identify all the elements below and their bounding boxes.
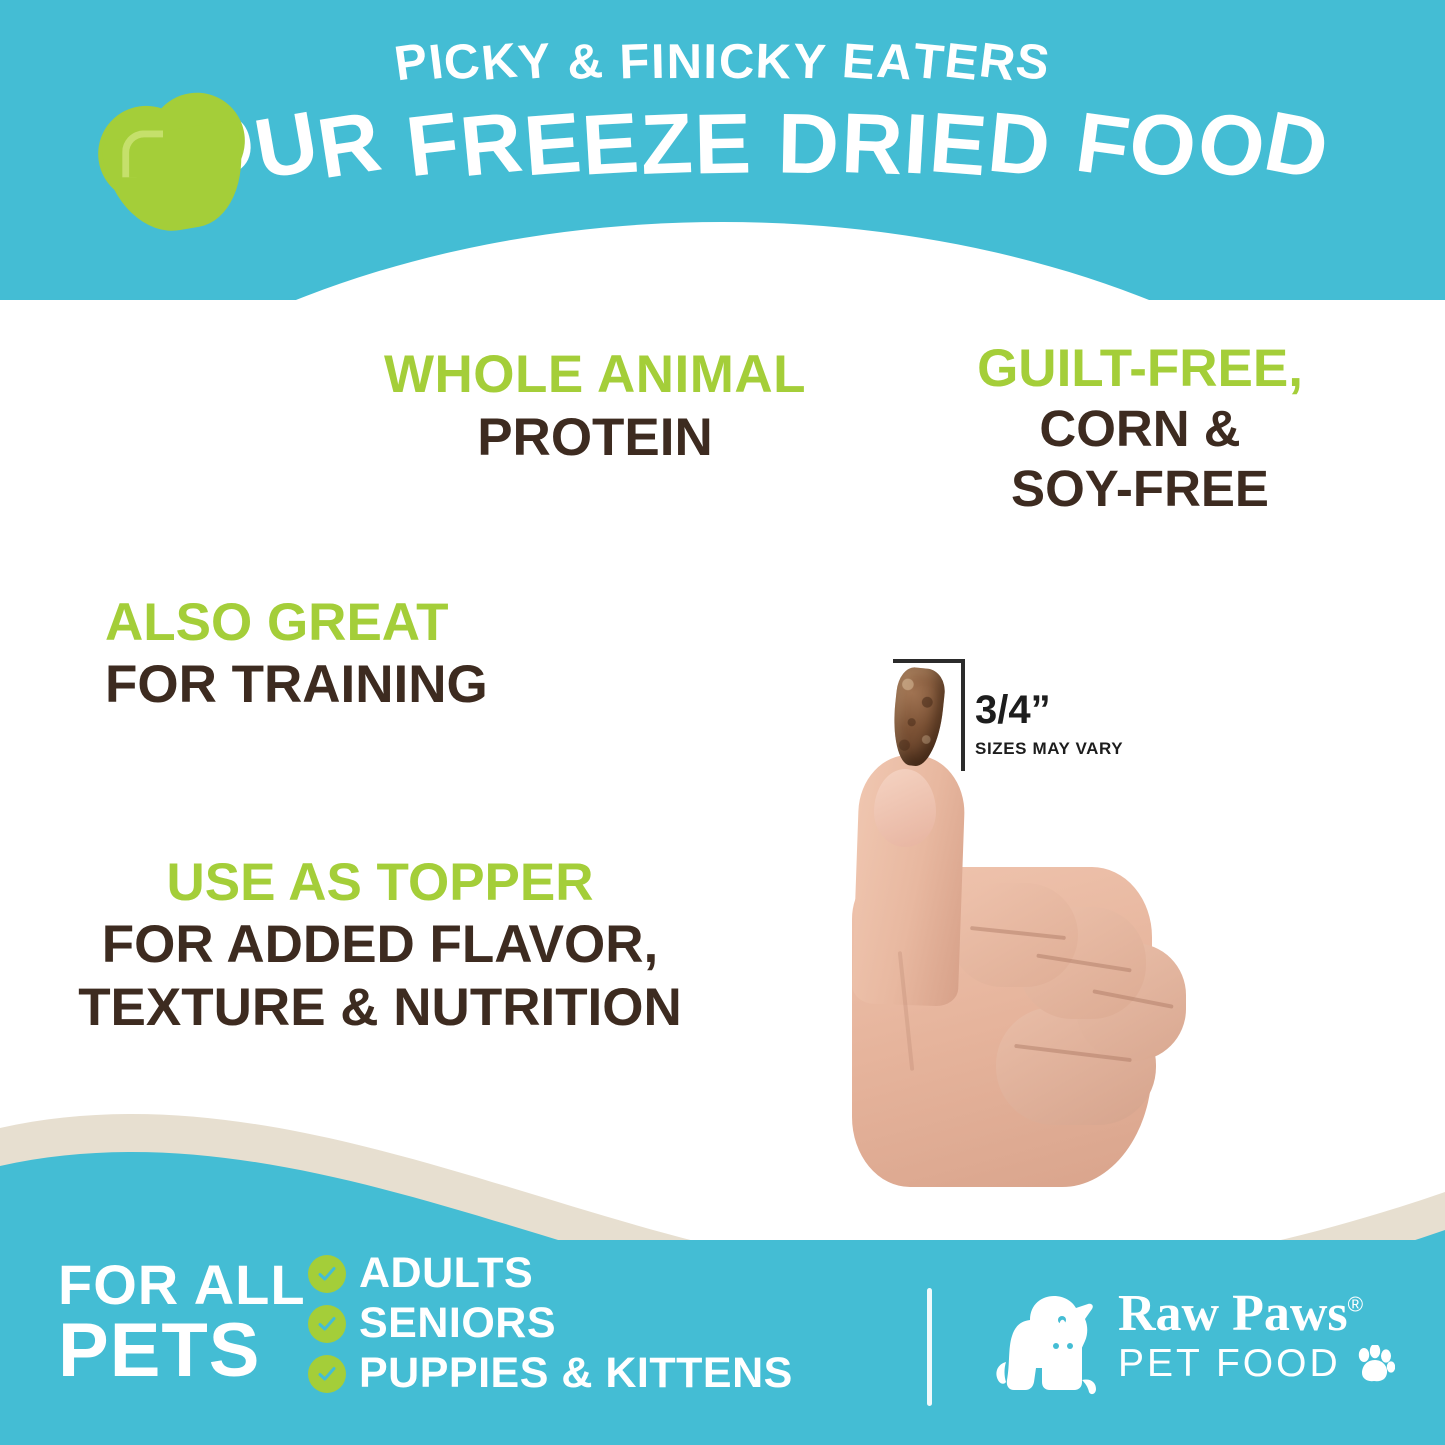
size-note: SIZES MAY VARY <box>975 739 1124 758</box>
size-callout: 3/4” SIZES MAY VARY <box>975 690 1123 759</box>
feature-headline: USE AS TOPPER <box>166 853 594 912</box>
brand-name-text: Raw Paws <box>1118 1285 1348 1342</box>
brand-subtitle-row: PET FOOD <box>1118 1344 1395 1383</box>
for-all-line-2: PETS <box>58 1308 261 1394</box>
pet-type-checklist: ADULTS SENIORS PUPPIES & KITTENS <box>308 1252 793 1402</box>
feature-subline-2: TEXTURE & NUTRITION <box>78 978 682 1038</box>
feature-headline: GUILT-FREE, <box>977 339 1303 398</box>
size-measurement: 3/4” <box>975 688 1051 732</box>
list-item-label: SENIORS <box>359 1299 557 1347</box>
hand-photo <box>800 753 1186 1195</box>
dog-and-cat-icon <box>996 1296 1096 1395</box>
header-curve-divider <box>0 222 1445 300</box>
check-icon <box>308 1354 346 1393</box>
brand-subtitle: PET FOOD <box>1118 1342 1341 1385</box>
heart-icon <box>91 86 259 244</box>
feature-subline: FOR TRAINING <box>105 655 488 714</box>
paw-print-icon <box>1358 1344 1395 1381</box>
for-all-pets-heading: FOR ALL PETS <box>58 1253 306 1394</box>
list-item: PUPPIES & KITTENS <box>308 1352 793 1395</box>
feature-headline: WHOLE ANIMAL <box>383 345 807 404</box>
list-item-label: PUPPIES & KITTENS <box>359 1349 793 1397</box>
check-icon <box>308 1304 346 1343</box>
feature-use-as-topper: USE AS TOPPER FOR ADDED FLAVOR, TEXTURE … <box>70 856 690 1035</box>
brand-logo: Raw Paws® PET FOOD <box>990 1288 1410 1408</box>
list-item-label: ADULTS <box>359 1249 534 1297</box>
list-item: ADULTS <box>308 1252 793 1295</box>
feature-guilt-free: GUILT-FREE, CORN & SOY-FREE <box>930 342 1350 515</box>
feature-subline: PROTEIN <box>477 408 713 467</box>
for-all-line-1: FOR ALL <box>58 1253 306 1316</box>
brand-name: Raw Paws® <box>1118 1288 1395 1340</box>
logo-wordmark: Raw Paws® PET FOOD <box>1118 1288 1395 1383</box>
check-icon <box>308 1254 346 1293</box>
bottom-band <box>0 1240 1445 1445</box>
vertical-divider <box>927 1288 932 1406</box>
feature-subline-2: SOY-FREE <box>1011 460 1269 518</box>
size-measure-bracket <box>893 659 965 771</box>
registered-mark: ® <box>1347 1293 1364 1317</box>
feature-subline-1: CORN & <box>1039 400 1241 457</box>
feature-subline-1: FOR ADDED FLAVOR, <box>101 915 659 974</box>
feature-whole-animal-protein: WHOLE ANIMAL PROTEIN <box>335 348 855 465</box>
header-band: PICKY & FINICKY EATERS OUR FREEZE DRIED … <box>0 0 1445 300</box>
feature-also-great-for-training: ALSO GREAT FOR TRAINING <box>105 596 525 712</box>
list-item: SENIORS <box>308 1302 793 1345</box>
feature-headline: ALSO GREAT <box>105 593 449 652</box>
